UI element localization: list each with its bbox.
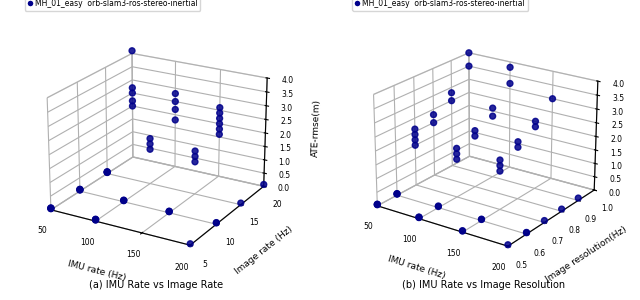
Title: (b) IMU Rate vs Image Resolution: (b) IMU Rate vs Image Resolution xyxy=(403,280,566,290)
Legend: MH_01_easy  orb-slam3-ros-stereo-inertial: MH_01_easy orb-slam3-ros-stereo-inertial xyxy=(24,0,200,11)
X-axis label: IMU rate (Hz): IMU rate (Hz) xyxy=(387,255,446,281)
Legend: MH_01_easy  orb-slam3-ros-stereo-inertial: MH_01_easy orb-slam3-ros-stereo-inertial xyxy=(353,0,528,11)
Y-axis label: Image rate (Hz): Image rate (Hz) xyxy=(234,224,294,276)
Title: (a) IMU Rate vs Image Rate: (a) IMU Rate vs Image Rate xyxy=(89,280,223,290)
Y-axis label: Image resolution(Hz): Image resolution(Hz) xyxy=(545,224,628,284)
X-axis label: IMU rate (Hz): IMU rate (Hz) xyxy=(67,259,127,282)
